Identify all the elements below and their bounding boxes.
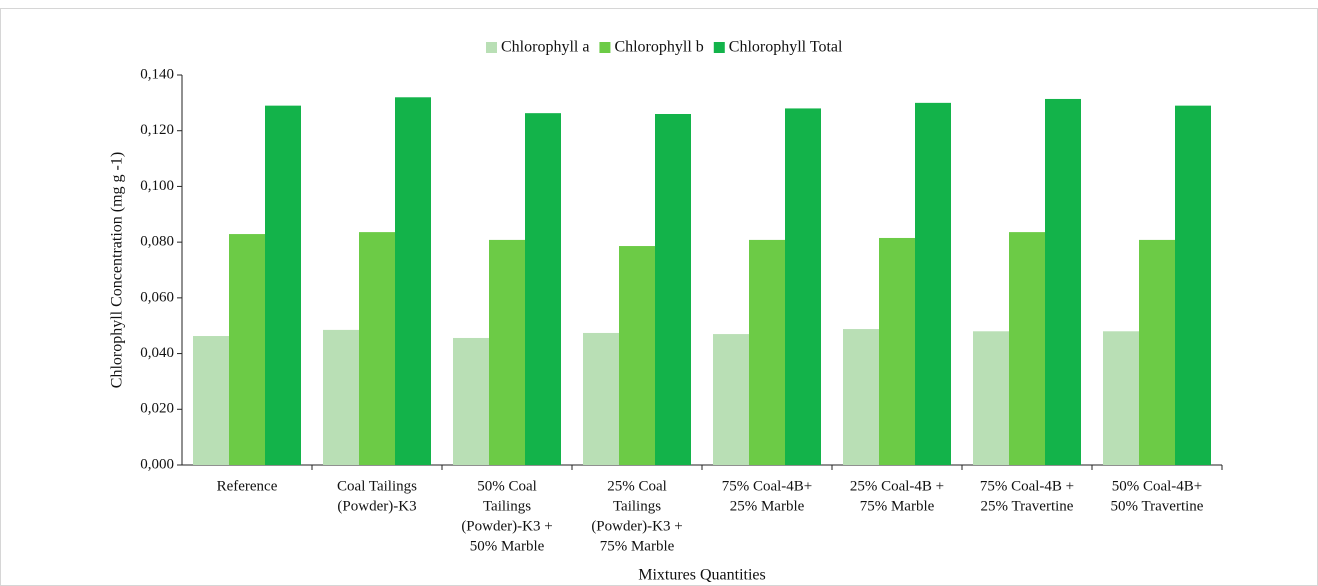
bar	[785, 108, 821, 465]
x-tick-label: (Powder)-K3	[337, 498, 416, 514]
x-tick-label: Coal Tailings	[337, 478, 417, 494]
bar	[915, 102, 951, 465]
bar	[453, 337, 489, 465]
bar	[1103, 331, 1139, 465]
bar	[359, 232, 395, 465]
x-axis-label: Mixtures Quantities	[638, 567, 766, 584]
y-tick-label: 0,100	[140, 178, 174, 194]
bar	[655, 114, 691, 465]
bar	[395, 97, 431, 466]
bar	[749, 239, 785, 465]
x-tick-label: 25% Coal-4B +	[850, 478, 944, 494]
bar	[265, 105, 301, 466]
bar	[619, 246, 655, 465]
legend-label: Chlorophyll a	[501, 39, 589, 56]
bar	[1009, 232, 1045, 465]
bar	[229, 234, 265, 465]
legend-swatch	[713, 42, 725, 53]
y-tick-label: 0,040	[140, 345, 174, 361]
legend-label: Chlorophyll Total	[729, 39, 843, 56]
y-tick-label: 0,120	[140, 122, 174, 138]
x-tick-label: (Powder)-K3 +	[591, 518, 682, 534]
legend-swatch	[599, 42, 611, 53]
x-tick-label: Tailings	[613, 498, 661, 514]
bar	[1139, 239, 1175, 465]
y-tick-label: 0,020	[140, 401, 174, 417]
bar	[193, 336, 229, 465]
x-tick-label: 50% Coal-4B+	[1112, 478, 1203, 494]
y-axis-label: Chlorophyll Concentration (mg g -1)	[109, 152, 126, 388]
bar	[973, 331, 1009, 465]
x-tick-label: 50% Travertine	[1111, 498, 1204, 514]
x-tick-label: 75% Coal-4B +	[980, 478, 1074, 494]
bar	[1175, 105, 1211, 466]
bar	[843, 329, 879, 465]
y-tick-label: 0,000	[140, 456, 174, 472]
x-tick-label: 75% Marble	[600, 538, 675, 554]
legend-label: Chlorophyll b	[614, 39, 703, 56]
y-tick-label: 0,060	[140, 289, 174, 305]
x-tick-label: 25% Travertine	[981, 498, 1074, 514]
x-tick-label: Reference	[217, 478, 278, 494]
x-tick-label: 75% Marble	[860, 498, 935, 514]
x-tick-label: 75% Coal-4B+	[722, 478, 813, 494]
x-tick-label: (Powder)-K3 +	[461, 518, 552, 534]
legend-swatch	[486, 42, 497, 53]
x-tick-label: 50% Coal	[477, 478, 537, 494]
bar	[489, 239, 525, 465]
bar	[323, 329, 359, 465]
bar	[525, 113, 561, 466]
y-tick-label: 0,080	[140, 234, 174, 250]
x-tick-label: 25% Coal	[607, 478, 667, 494]
x-tick-label: 50% Marble	[470, 538, 545, 554]
bar	[879, 237, 915, 465]
bar	[1045, 98, 1081, 465]
bar	[583, 332, 619, 465]
bar	[713, 334, 749, 465]
y-tick-label: 0,140	[140, 66, 174, 82]
x-tick-label: 25% Marble	[730, 498, 805, 514]
x-tick-label: Tailings	[483, 498, 531, 514]
